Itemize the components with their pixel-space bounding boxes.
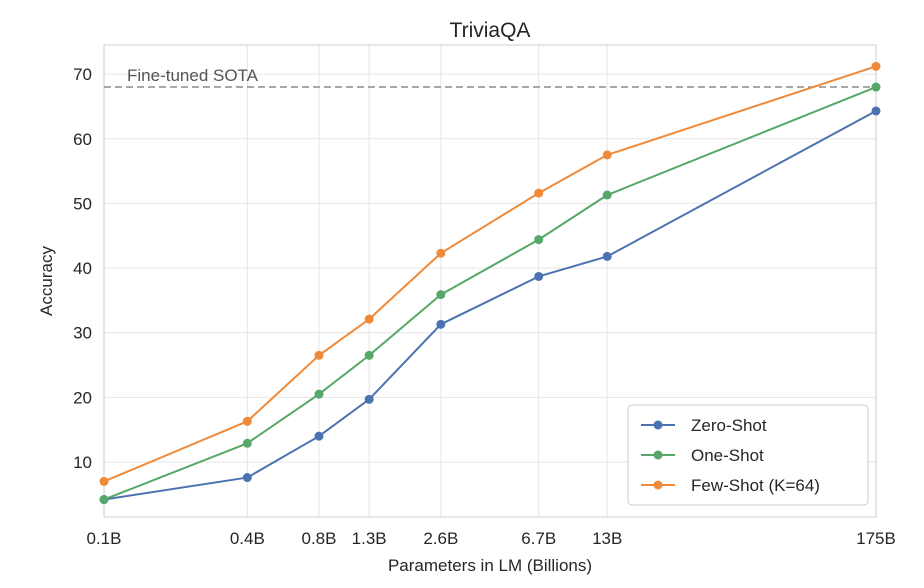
few-shot-k-64-legend-marker	[653, 480, 663, 490]
one-shot-point	[871, 82, 881, 92]
y-axis-label: Accuracy	[37, 246, 56, 316]
x-tick-label: 13B	[592, 529, 622, 548]
tick-labels: 0.1B 0.4B 0.8B 1.3B 2.6B 6.7B 13B 175B 10 20 30 40 5…	[73, 65, 896, 548]
fine-tuned-sota-label: Fine-tuned SOTA	[127, 66, 259, 85]
few-shot-k-64-point	[534, 188, 544, 198]
legend-entry-label: Zero-Shot	[691, 416, 767, 435]
zero-shot-series-line	[103, 110, 877, 501]
few-shot-k-64-point	[602, 150, 612, 160]
few-shot-k-64-point	[364, 314, 374, 324]
few-shot-k-64-point	[314, 350, 324, 360]
one-shot-point	[314, 389, 324, 399]
one-shot-point	[364, 350, 374, 360]
zero-shot-point	[436, 319, 446, 329]
y-tick-label: 10	[73, 453, 92, 472]
x-tick-label: 0.4B	[230, 529, 265, 548]
legend-box	[627, 404, 869, 506]
y-tick-label: 70	[73, 65, 92, 84]
x-tick-label: 0.1B	[87, 529, 122, 548]
zero-shot-point	[314, 431, 324, 441]
y-tick-label: 50	[73, 194, 92, 213]
zero-shot-legend-marker	[653, 420, 663, 430]
y-tick-label: 30	[73, 324, 92, 343]
few-shot-k-64-point	[99, 476, 109, 486]
y-tick-label: 40	[73, 259, 92, 278]
x-tick-label: 175B	[856, 529, 896, 548]
reference-line-group: Fine-tuned SOTA	[104, 66, 876, 88]
few-shot-k-64-point	[871, 61, 881, 71]
plot-frame	[103, 44, 877, 518]
one-shot-point	[436, 290, 446, 300]
legend-entry-label: One-Shot	[691, 446, 764, 465]
one-shot-point	[602, 190, 612, 200]
zero-shot-point	[602, 251, 612, 261]
few-shot-k-64-series-line	[103, 65, 877, 483]
one-shot-point	[534, 235, 544, 245]
one-shot-point	[99, 495, 109, 505]
x-tick-label: 0.8B	[301, 529, 336, 548]
zero-shot-point	[242, 473, 252, 483]
x-tick-label: 2.6B	[423, 529, 458, 548]
one-shot-series-line	[103, 86, 877, 501]
legend: Zero-Shot One-Shot Few-Shot (K=64)	[627, 404, 869, 506]
few-shot-k-64-point	[436, 248, 446, 258]
x-axis-label: Parameters in LM (Billions)	[388, 556, 592, 575]
x-tick-label: 1.3B	[352, 529, 387, 548]
y-tick-label: 20	[73, 388, 92, 407]
x-tick-label: 6.7B	[521, 529, 556, 548]
one-shot-legend-marker	[653, 450, 663, 460]
series-group	[99, 61, 881, 505]
zero-shot-point	[534, 271, 544, 281]
legend-entry-label: Few-Shot (K=64)	[691, 476, 820, 495]
zero-shot-point	[364, 394, 374, 404]
zero-shot-point	[871, 106, 881, 116]
y-tick-label: 60	[73, 130, 92, 149]
one-shot-point	[242, 438, 252, 448]
few-shot-k-64-point	[242, 416, 252, 426]
chart-title: TriviaQA	[450, 19, 531, 42]
